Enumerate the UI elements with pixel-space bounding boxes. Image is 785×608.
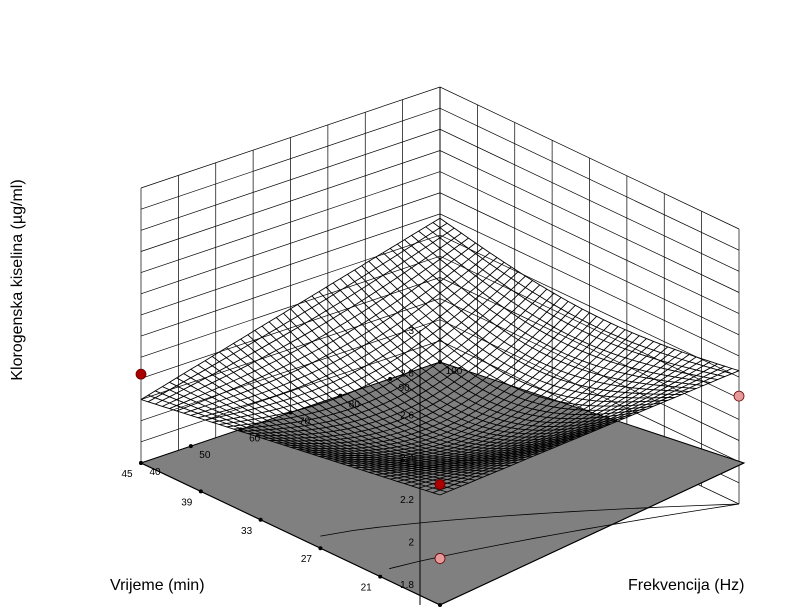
x-tick-label: 45	[121, 469, 133, 480]
y-tick-mark	[338, 393, 343, 398]
contour-line	[320, 503, 740, 537]
surface-mesh-line	[432, 222, 733, 375]
surface-mesh-line	[247, 334, 547, 458]
surface-mesh-line	[411, 235, 711, 384]
surface-mesh-line	[147, 394, 448, 493]
surface-mesh-line	[347, 273, 647, 416]
surface-mesh-line	[233, 343, 533, 462]
y-tick-mark	[288, 410, 293, 415]
z-tick-label: 2.4	[400, 453, 414, 464]
surface-mesh-line	[404, 239, 704, 386]
z-tick-label: 2.2	[400, 495, 414, 506]
surface-mesh-line	[318, 291, 619, 431]
y-tick-mark	[188, 444, 193, 449]
surface-mesh-line	[140, 399, 441, 496]
y-tick-mark	[238, 427, 243, 432]
surface-mesh-line	[304, 299, 604, 438]
design-point	[434, 479, 446, 490]
surface-mesh-line	[176, 377, 476, 481]
surface-mesh-line	[332, 282, 633, 424]
design-point	[434, 553, 446, 564]
x-tick-label: 39	[181, 497, 193, 508]
x-tick-mark	[318, 546, 323, 551]
surface-mesh-line	[361, 265, 661, 407]
axes	[139, 87, 745, 607]
surface-mesh-line	[219, 351, 519, 465]
surface-mesh-line	[268, 321, 569, 452]
surface-mesh-line	[339, 278, 640, 420]
y-axis-title: Frekvencija (Hz)	[628, 577, 744, 594]
surface-mesh-line	[397, 243, 697, 389]
z-tick-label: 2.8	[400, 368, 414, 379]
y-tick-label: 70	[299, 417, 311, 428]
design-point	[733, 390, 745, 402]
x-tick-mark	[198, 489, 203, 494]
surface-mesh-line	[183, 373, 483, 478]
surface-mesh-line	[204, 360, 505, 469]
surface-mesh-line	[375, 256, 675, 399]
y-tick-label: 80	[349, 400, 361, 411]
surface-mesh-line	[226, 347, 526, 463]
y-tick-mark	[388, 376, 393, 381]
x-tick-mark	[438, 603, 442, 607]
y-tick-label: 50	[199, 450, 211, 461]
y-tick-label: 60	[249, 433, 261, 444]
surface-mesh-line	[261, 325, 562, 454]
x-axis-line	[140, 462, 441, 606]
surface-mesh-line	[254, 330, 554, 456]
surface-mesh-line	[325, 286, 626, 428]
x-tick-label: 21	[361, 583, 373, 594]
surface-mesh-line	[190, 368, 490, 475]
surface-mesh-line	[283, 312, 583, 447]
surface-mesh-line	[211, 356, 512, 467]
surface-mesh-line	[297, 304, 597, 441]
surface-mesh-line	[155, 390, 455, 490]
design-points-above	[135, 368, 446, 490]
x-tick-mark	[378, 574, 383, 579]
design-point	[135, 368, 147, 380]
surface-mesh-line	[169, 381, 469, 484]
y-tick-label: 100	[446, 366, 463, 377]
contour-line	[389, 503, 740, 570]
x-tick-label: 27	[301, 554, 313, 565]
surface-mesh-line	[290, 308, 590, 444]
surface-mesh-line	[368, 260, 668, 403]
y-tick-mark	[438, 360, 442, 364]
floor-contours	[320, 503, 740, 570]
tick-labels: 4539332721154050607080901001.822.22.42.6…	[121, 326, 463, 594]
response-surface	[140, 217, 740, 496]
z-tick-label: 2	[408, 538, 414, 549]
x-axis-title: Vrijeme (min)	[110, 577, 205, 594]
surface-mesh-line	[354, 269, 654, 411]
y-tick-label: 90	[399, 383, 411, 394]
surface-mesh-line	[425, 226, 725, 378]
y-tick-mark	[139, 461, 143, 465]
z-tick-label: 3	[408, 326, 414, 337]
x-tick-label: 33	[241, 526, 253, 537]
surface-mesh-line	[197, 364, 498, 472]
y-tick-label: 40	[149, 467, 161, 478]
z-tick-label: 2.6	[400, 411, 414, 422]
design-points-below	[434, 390, 745, 564]
surface-mesh-line	[382, 252, 682, 395]
z-axis-title: Klorogenska kiselina (µg/ml)	[9, 179, 26, 380]
z-tick-label: 1.8	[400, 580, 414, 591]
surface-mesh-line	[439, 217, 740, 372]
surface-mesh-line	[162, 386, 462, 487]
surface-mesh-line	[418, 230, 718, 381]
y-axis-line	[439, 462, 745, 606]
surface-mesh-line	[275, 317, 576, 450]
surface-mesh-line	[311, 295, 611, 435]
x-tick-mark	[258, 517, 263, 522]
surface-mesh-line	[240, 338, 540, 460]
